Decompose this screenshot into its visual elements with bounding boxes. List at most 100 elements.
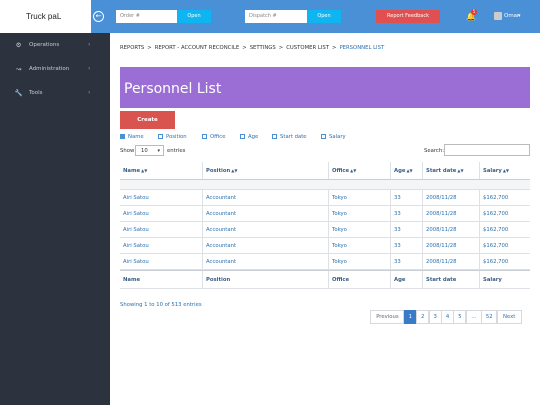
breadcrumb-current: PERSONNEL LIST	[339, 45, 385, 51]
checkbox[interactable]	[120, 133, 125, 139]
breadcrumb-item[interactable]: REPORTS	[120, 45, 145, 51]
pagination-page[interactable]: 1	[403, 310, 417, 324]
toggle-label: Office	[210, 134, 226, 140]
cell-start-date: 2008/11/28	[422, 238, 479, 253]
dispatch-number-input[interactable]: Dispatch #	[245, 10, 307, 23]
cell-salary: $162,700	[479, 254, 530, 269]
cell-office: Tokyo	[328, 254, 390, 269]
cell-age: 33	[390, 206, 422, 221]
column-header-position[interactable]: Position ▲▼	[202, 162, 328, 179]
sort-icon: ▲▼	[406, 168, 413, 173]
cell-start-date: 2008/11/28	[422, 206, 479, 221]
column-header-label: Office	[332, 167, 350, 174]
toggle-position[interactable]: Position	[158, 133, 187, 141]
checkbox[interactable]	[158, 133, 163, 139]
sort-icon: ▲▼	[231, 168, 238, 173]
toggle-label: Start date	[280, 134, 307, 140]
cell-name: Airi Satou	[123, 226, 149, 233]
gears-icon: ⚙	[15, 41, 22, 49]
pagination-previous[interactable]: Previous	[370, 310, 405, 324]
cell-start-date: 2008/11/28	[422, 254, 479, 269]
breadcrumb-item[interactable]: SETTINGS	[249, 45, 276, 51]
avatar[interactable]	[494, 12, 502, 20]
sort-icon: ▲▼	[502, 168, 510, 173]
cell-salary: $162,700	[479, 238, 530, 253]
search-label: Search:	[424, 148, 444, 154]
checkbox[interactable]	[321, 133, 326, 139]
toggle-name[interactable]: Name	[120, 133, 144, 141]
chevron-down-icon[interactable]: ▾	[518, 13, 521, 19]
sidebar-item-operations[interactable]: ⚙ Operations ‹	[0, 36, 110, 54]
toggle-salary[interactable]: Salary	[321, 133, 346, 141]
order-number-input[interactable]: Order #	[116, 10, 177, 23]
breadcrumb-item[interactable]: REPORT - ACCOUNT RECONCILE	[154, 45, 240, 51]
sidebar-item-tools[interactable]: 🔧 Tools ‹	[0, 84, 110, 102]
footer-name: Name	[123, 276, 141, 283]
chevron-left-icon: ‹	[88, 65, 91, 72]
showing-info: Showing 1 to 10 of 513 entries	[120, 302, 202, 308]
search-input[interactable]	[444, 144, 530, 156]
sort-icon: ▲▼	[350, 168, 357, 173]
cell-position: Accountant	[202, 238, 328, 253]
toggle-label: Salary	[329, 134, 346, 140]
cell-position: Accountant	[202, 254, 328, 269]
checkbox[interactable]	[240, 133, 245, 139]
table-row[interactable]: Airi Satou Accountant Tokyo 33 2008/11/2…	[120, 238, 530, 254]
breadcrumb: REPORTS > REPORT - ACCOUNT RECONCILE > SETTI…	[120, 45, 385, 51]
column-header-name[interactable]: Name ▲▼	[120, 162, 202, 179]
column-header-label: Name	[123, 167, 141, 174]
toggle-age[interactable]: Age	[240, 133, 258, 141]
cell-name: Airi Satou	[123, 258, 149, 265]
cell-age: 33	[390, 238, 422, 253]
chevron-left-icon: ‹	[88, 41, 91, 48]
column-header-start-date[interactable]: Start date ▲▼	[422, 162, 479, 179]
pagination-page[interactable]: 52	[481, 310, 498, 324]
cell-name: Airi Satou	[123, 242, 149, 249]
table-row[interactable]: Airi Satou Accountant Tokyo 33 2008/11/2…	[120, 254, 530, 270]
page-title: Personnel List	[124, 81, 222, 97]
bell-icon[interactable]: 🔔	[466, 12, 476, 21]
show-label: Show	[120, 148, 135, 154]
footer-age: Age	[390, 271, 422, 288]
notification-badge: 5	[471, 9, 477, 15]
brand-name: Truck paL	[26, 12, 62, 21]
table-row[interactable]: Airi Satou Accountant Tokyo 33 2008/11/2…	[120, 222, 530, 238]
column-header-salary[interactable]: Salary ▲▼	[479, 162, 530, 179]
breadcrumb-item[interactable]: CUSTOMER LIST	[286, 45, 329, 51]
cell-name: Airi Satou	[123, 210, 149, 217]
pagination-page[interactable]: 4	[441, 310, 455, 324]
pagination-next[interactable]: Next	[496, 310, 522, 324]
cell-start-date: 2008/11/28	[422, 190, 479, 205]
cell-office: Tokyo	[328, 206, 390, 221]
page-size-select[interactable]: 10 ▾	[135, 145, 164, 156]
cell-age: 33	[390, 222, 422, 237]
column-header-office[interactable]: Office ▲▼	[328, 162, 390, 179]
column-header-label: Start date	[426, 167, 457, 174]
sort-icon: ▲▼	[141, 168, 148, 173]
checkbox[interactable]	[202, 133, 207, 139]
user-name[interactable]: Omar	[504, 13, 520, 19]
report-feedback-button[interactable]: Report Feedback	[376, 10, 440, 23]
pagination-page[interactable]: 2	[416, 310, 430, 324]
column-header-label: Salary	[483, 167, 502, 174]
checkbox[interactable]	[272, 133, 277, 139]
order-number-placeholder: Order #	[120, 13, 140, 19]
cell-position: Accountant	[202, 206, 328, 221]
sidebar-item-label: Tools	[29, 90, 43, 96]
pagination-page[interactable]: 5	[453, 310, 467, 324]
pagination-page[interactable]: 3	[428, 310, 442, 324]
sidebar-item-administration[interactable]: ↝ Administration ‹	[0, 60, 110, 78]
toggle-label: Name	[128, 134, 144, 140]
sidebar-toggle-icon[interactable]: ←	[93, 11, 104, 22]
brand-logo[interactable]: Truck paL	[0, 0, 91, 33]
table-row[interactable]: Airi Satou Accountant Tokyo 33 2008/11/2…	[120, 190, 530, 206]
order-open-button[interactable]: Open	[177, 10, 211, 23]
toggle-label: Age	[248, 134, 259, 140]
column-header-age[interactable]: Age ▲▼	[390, 162, 422, 179]
create-button[interactable]: Create	[120, 111, 175, 129]
footer-office: Office	[328, 271, 390, 288]
table-row[interactable]: Airi Satou Accountant Tokyo 33 2008/11/2…	[120, 206, 530, 222]
toggle-office[interactable]: Office	[202, 133, 225, 141]
dispatch-open-button[interactable]: Open	[307, 10, 341, 23]
toggle-start-date[interactable]: Start date	[272, 133, 307, 141]
